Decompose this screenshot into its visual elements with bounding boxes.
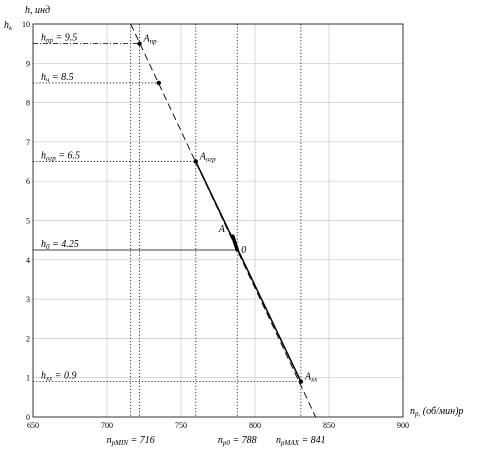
x-tick-label: 900 [397,421,409,430]
y-tick-label: 9 [26,59,30,68]
x-axis-title: nр, (об/мин)р [410,406,463,418]
point-label: Aогр [199,152,216,164]
y-tick-label: 6 [26,177,30,186]
v-marker-label: npMIN = 716 [107,435,155,447]
x-tick-label: 750 [175,421,187,430]
guide-lines [33,24,302,417]
h-level-label: hпр = 9.5 [41,33,77,45]
x-tick-label: 700 [101,421,113,430]
dashed-extension [130,23,317,418]
h-level-label: hxx = 0.9 [41,371,76,383]
data-point [137,41,142,46]
data-point [156,80,161,86]
plot-frame [32,23,404,418]
y-tick-label: 2 [26,334,30,343]
h-level-label: hч = 8.5 [41,72,74,84]
annotations: h, инд hк nр, (об/мин)р hпр = 9.5 hч = 8.5 hо… [4,5,463,447]
data-point [193,159,198,164]
y-tick-label: 7 [26,138,30,147]
y-tick-label: 5 [26,217,30,226]
x-tick-label: 800 [249,421,261,430]
y-tick-label: 3 [26,295,30,304]
y-tick-label: 1 [26,374,30,383]
data-points [137,41,304,384]
tick-labels: 650 700 750 800 850 900 0 1 2 3 4 5 6 7 8 9 10 [22,20,409,430]
characteristic-line [130,23,317,418]
x-tick-label: 650 [27,421,39,430]
y-axis-secondary-title: hк [4,20,13,32]
data-point [298,379,304,384]
y-axis-title: h, инд [25,5,50,16]
point-label: Aхх [304,372,318,384]
point-label: Aпр [143,34,158,46]
y-tick-label: 4 [26,256,30,265]
x-tick-label: 850 [323,421,335,430]
point-label: 0 [241,245,246,256]
operating-segment [231,234,239,252]
h-level-label: h0 = 4.25 [41,239,79,251]
solid-segment [195,161,302,382]
h-level-label: hогр = 6.5 [41,151,80,163]
y-tick-label: 10 [22,20,30,29]
point-label: A [218,224,226,235]
y-tick-label: 8 [26,99,30,108]
v-marker-label: npMAX = 841 [276,435,326,447]
y-tick-label: 0 [26,413,30,422]
grid [33,24,403,417]
v-marker-label: np0 = 788 [218,435,257,447]
